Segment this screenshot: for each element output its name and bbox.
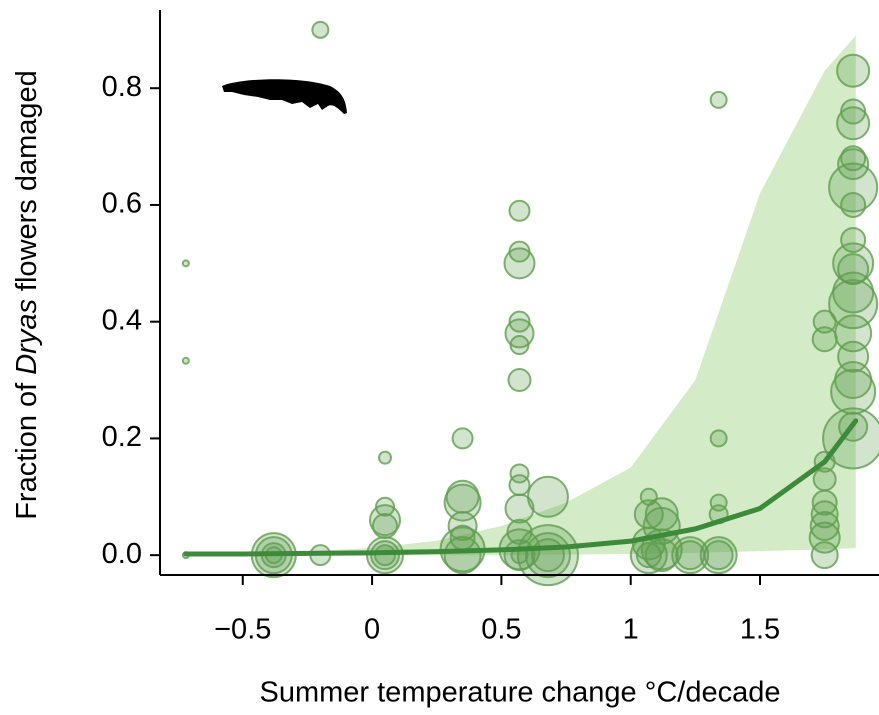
- point: [451, 427, 474, 450]
- point: [809, 510, 840, 541]
- point: [828, 279, 879, 330]
- point: [709, 90, 728, 109]
- y-tick-label: 0.8: [102, 71, 142, 103]
- x-tick-label: −0.5: [214, 614, 271, 646]
- x-tick-label: 0.5: [481, 614, 521, 646]
- point: [445, 479, 480, 514]
- point: [671, 536, 710, 575]
- point: [443, 483, 482, 522]
- point: [181, 259, 190, 268]
- x-tick-label: 1: [623, 614, 639, 646]
- point: [375, 496, 396, 517]
- point: [709, 429, 728, 448]
- point: [507, 368, 532, 393]
- x-tick-label: 0: [364, 614, 380, 646]
- point: [837, 253, 870, 286]
- point: [644, 538, 679, 573]
- point: [449, 524, 476, 551]
- point: [810, 500, 839, 529]
- confidence-band: [185, 35, 856, 556]
- point: [811, 489, 838, 516]
- x-tick-label: 1.5: [740, 614, 780, 646]
- point: [703, 540, 734, 571]
- axes: 0.0 0.2 0.4 0.6 0.8 −0.5 0 0.5 1 1.5: [102, 10, 879, 646]
- y-axis-label: Fraction of Dryas flowers damaged: [11, 70, 43, 520]
- point: [810, 541, 839, 570]
- point: [830, 368, 877, 415]
- point: [834, 314, 873, 353]
- point: [840, 191, 867, 218]
- point: [369, 504, 402, 537]
- point: [311, 20, 330, 39]
- point: [509, 335, 530, 356]
- point: [378, 450, 393, 465]
- point: [508, 474, 531, 497]
- y-label-part: Dryas: [11, 299, 43, 375]
- y-tick-label: 0.2: [102, 421, 142, 453]
- point: [503, 247, 536, 280]
- point: [699, 536, 738, 575]
- point: [836, 53, 871, 88]
- point: [508, 199, 531, 222]
- caterpillar-icon: [222, 79, 347, 114]
- y-tick-label: 0.0: [102, 538, 142, 570]
- point: [812, 467, 837, 492]
- point: [840, 226, 867, 253]
- fit-group: [183, 418, 859, 557]
- point: [828, 162, 879, 213]
- point: [836, 106, 871, 141]
- y-label-part: flowers damaged: [11, 70, 43, 291]
- point: [530, 538, 565, 573]
- point: [811, 326, 838, 353]
- fit-line: [183, 418, 859, 557]
- point: [635, 542, 662, 569]
- point: [181, 356, 190, 365]
- y-tick-label: 0.4: [102, 304, 142, 336]
- y-label-part: Fraction of: [11, 382, 43, 520]
- confidence-band-group: [185, 35, 856, 556]
- point: [822, 407, 879, 470]
- x-axis-label: Summer temperature change °C/decade: [260, 677, 781, 709]
- point: [509, 463, 530, 484]
- point: [526, 475, 569, 518]
- y-tick-label: 0.6: [102, 188, 142, 220]
- point: [508, 310, 531, 333]
- point: [504, 493, 535, 524]
